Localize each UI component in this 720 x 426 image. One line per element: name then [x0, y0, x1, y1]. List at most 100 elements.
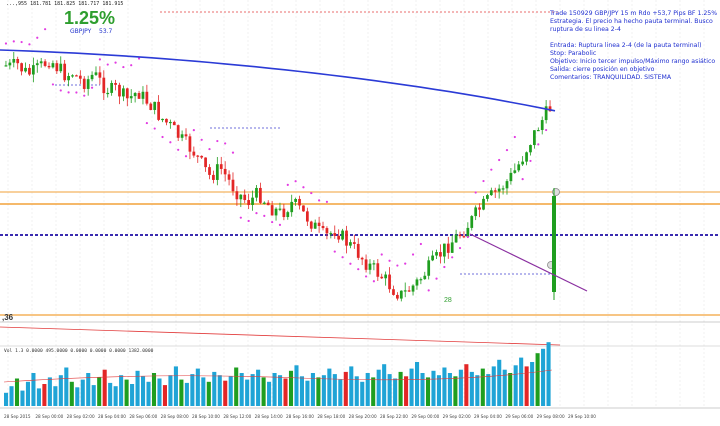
- candle-body: [376, 263, 380, 277]
- x-tick-label: 28 Sep 02:00: [67, 414, 95, 419]
- candle-body: [415, 279, 419, 286]
- volume-bar: [223, 380, 228, 406]
- candle-body: [384, 274, 388, 279]
- trade-notes: Trade 150929 GBP/JPY 15 m Rdo +53,7 Pips…: [550, 10, 718, 83]
- volume-bar: [91, 385, 96, 406]
- candle-body: [278, 208, 282, 210]
- candle-body: [454, 234, 458, 243]
- sar-dot: [28, 43, 31, 46]
- volume-bar: [464, 364, 469, 406]
- sar-dot: [145, 121, 148, 125]
- candle-body: [39, 61, 43, 64]
- volume-bar: [119, 375, 124, 406]
- volume-bar: [294, 365, 299, 406]
- volume-bar: [217, 375, 222, 406]
- sar-dot: [216, 139, 219, 143]
- volume-bar: [108, 382, 113, 406]
- sar-dot: [184, 155, 188, 158]
- candle-body: [470, 216, 474, 228]
- volume-bar: [338, 379, 343, 406]
- volume-bar: [53, 386, 58, 406]
- note-comments: Comentarios: TRANQUILIDAD. SISTEMA: [550, 74, 672, 82]
- volume-bar: [69, 381, 74, 406]
- sar-dot: [98, 58, 101, 61]
- volume-bar: [349, 366, 354, 406]
- volume-bar: [36, 388, 41, 406]
- sar-dot: [271, 220, 274, 224]
- volume-bar: [436, 375, 441, 406]
- wave-label: 28: [444, 297, 452, 304]
- volume-bar: [387, 374, 392, 406]
- candle-body: [364, 259, 368, 270]
- candle-body: [149, 103, 153, 110]
- note-stop: Stop: Parabolic: [550, 49, 597, 57]
- sar-dot: [12, 40, 15, 43]
- candle-body: [118, 84, 121, 97]
- candle-body: [180, 134, 184, 138]
- volume-bar: [382, 364, 387, 406]
- volume-bar: [332, 374, 337, 406]
- candle-body: [106, 92, 110, 95]
- sar-dot: [498, 158, 501, 162]
- volume-bar: [541, 348, 546, 406]
- volume-bar: [239, 373, 244, 406]
- candle-body: [98, 72, 102, 78]
- candle-body: [513, 170, 517, 173]
- candle-body: [20, 63, 23, 72]
- sar-dot: [286, 183, 289, 186]
- sar-dot: [451, 256, 454, 259]
- x-tick-label: 28 Sep 20:00: [349, 414, 377, 419]
- volume-bar: [480, 368, 485, 406]
- volume-bar: [524, 366, 529, 406]
- candle-body: [172, 121, 176, 126]
- sar-dot: [83, 94, 86, 97]
- candle-body: [505, 181, 509, 189]
- candle-body: [442, 243, 446, 257]
- candle-body: [235, 191, 239, 200]
- candle-body: [286, 212, 290, 218]
- candle-body: [544, 106, 548, 121]
- note-strategy: Estrategia. El precio ha hecho pauta ter…: [550, 18, 713, 26]
- candle-body: [243, 194, 247, 201]
- candle-body: [403, 290, 407, 292]
- candle-body: [321, 225, 325, 229]
- candle-body: [309, 221, 313, 229]
- sar-dot: [130, 64, 133, 67]
- candle-body: [16, 59, 20, 64]
- candle-body: [396, 294, 399, 299]
- candle-body: [251, 197, 254, 205]
- left-price-label: ,36: [2, 313, 14, 322]
- sar-dot: [153, 127, 156, 130]
- candle-body: [462, 236, 466, 238]
- candle-body: [333, 233, 337, 236]
- candle-body: [368, 263, 372, 270]
- candle-body: [431, 255, 434, 261]
- note-target: Objetivo: Inicio tercer impulso/Máximo r…: [550, 58, 716, 66]
- volume-bar: [146, 381, 151, 406]
- candle-body: [196, 155, 200, 157]
- volume-bar: [168, 375, 173, 406]
- volume-bar: [179, 379, 184, 406]
- volume-bar: [58, 375, 63, 406]
- candle-body: [474, 207, 478, 217]
- volume-bar: [47, 377, 52, 406]
- candle-body: [372, 263, 376, 265]
- volume-bar: [234, 367, 239, 406]
- candle-body: [31, 65, 35, 75]
- volume-histogram: [3, 342, 553, 406]
- candle-body: [548, 106, 552, 112]
- candle-body: [360, 257, 364, 260]
- candle-body: [497, 188, 501, 192]
- sar-dot: [51, 83, 55, 86]
- candle-body: [337, 235, 341, 240]
- volume-bar: [513, 365, 518, 406]
- candle-body: [466, 227, 470, 238]
- x-tick-label: 28 Sep 16:00: [286, 414, 314, 419]
- volume-bar: [442, 367, 447, 406]
- candle-body: [122, 88, 125, 97]
- candle-body: [282, 208, 286, 218]
- volume-bar: [14, 378, 20, 406]
- candle-body: [458, 234, 462, 237]
- sar-dot: [529, 159, 532, 163]
- candle-body: [125, 88, 129, 99]
